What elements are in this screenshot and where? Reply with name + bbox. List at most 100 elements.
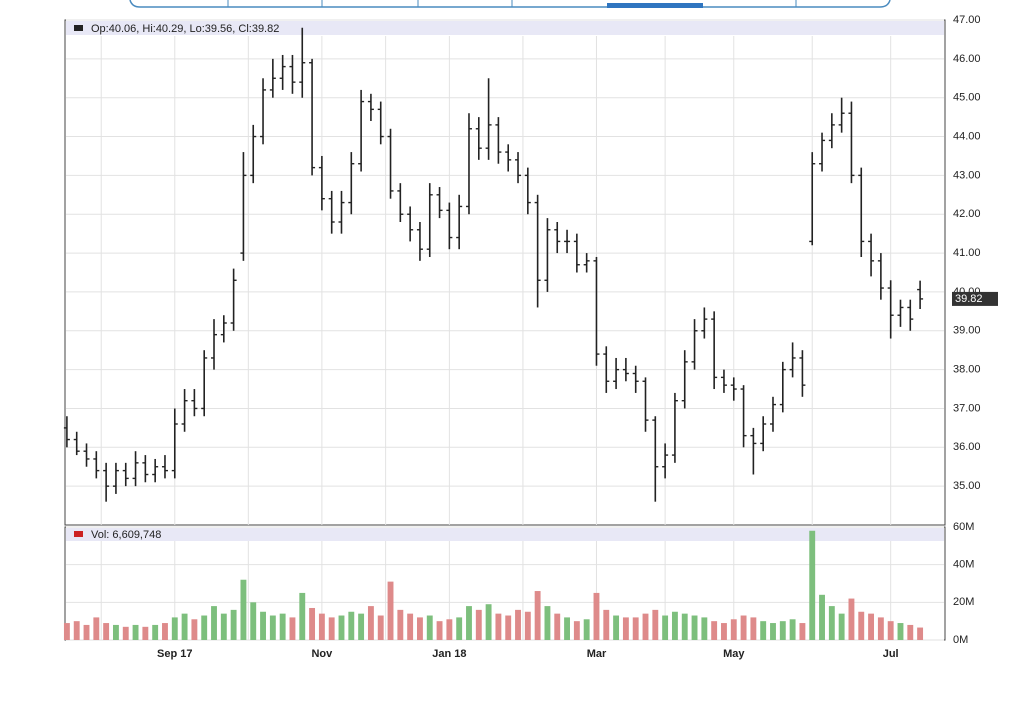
volume-bar xyxy=(407,613,414,640)
volume-bar xyxy=(887,621,894,640)
volume-bar xyxy=(603,609,610,640)
volume-bar xyxy=(583,619,590,640)
volume-bar xyxy=(721,623,727,640)
active-tab[interactable] xyxy=(607,3,703,8)
y-tick-label: 36.00 xyxy=(953,441,981,453)
volume-bar xyxy=(524,611,531,640)
volume-bar xyxy=(367,606,374,640)
tab-dividers xyxy=(227,0,797,7)
volume-bar xyxy=(103,623,110,640)
legend-swatch xyxy=(74,531,83,537)
y-tick-label: 20M xyxy=(953,596,974,608)
legend-swatch xyxy=(74,25,83,31)
volume-bar xyxy=(152,624,159,640)
volume-bar xyxy=(132,624,139,640)
y-tick-label: 41.00 xyxy=(953,247,981,259)
volume-bar xyxy=(760,621,767,640)
volume-bar xyxy=(220,613,227,640)
volume-bar xyxy=(162,623,168,640)
y-tick-label: 40M xyxy=(953,559,974,571)
volume-bar xyxy=(779,621,786,640)
volume-bar xyxy=(671,611,678,640)
volume-bar xyxy=(240,579,247,640)
x-tick-label: Mar xyxy=(587,648,607,660)
volume-bar xyxy=(63,623,70,640)
volume-bar xyxy=(181,613,188,640)
volume-bar xyxy=(642,613,649,640)
price-panel xyxy=(64,19,946,526)
volume-bar xyxy=(466,606,472,640)
volume-bar xyxy=(564,617,570,640)
volume-bar xyxy=(475,609,482,640)
volume-bar xyxy=(436,621,443,640)
volume-legend: Vol: 6,609,748 xyxy=(91,529,161,541)
price-legend-band xyxy=(66,21,944,35)
volume-bar xyxy=(279,613,286,640)
volume-bar xyxy=(534,591,541,640)
volume-bar xyxy=(377,615,384,640)
volume-bar xyxy=(387,581,394,640)
volume-bar xyxy=(917,627,924,640)
volume-bar xyxy=(701,617,708,640)
volume-bar xyxy=(799,623,806,640)
volume-bar xyxy=(877,617,884,640)
volume-bar xyxy=(485,604,492,640)
y-tick-label: 43.00 xyxy=(953,169,981,181)
volume-bar xyxy=(446,619,453,640)
volume-bar xyxy=(750,617,757,640)
volume-bar xyxy=(554,613,561,640)
price-legend: Op:40.06, Hi:40.29, Lo:39.56, Cl:39.82 xyxy=(91,23,279,35)
volume-bar xyxy=(426,615,433,640)
x-tick-label: Sep 17 xyxy=(157,648,192,660)
y-tick-label: 37.00 xyxy=(953,402,981,414)
volume-bar xyxy=(662,615,669,640)
volume-bar xyxy=(809,530,816,640)
volume-bar xyxy=(593,592,600,640)
volume-bar xyxy=(299,592,306,640)
volume-bar xyxy=(505,615,512,640)
x-tick-label: May xyxy=(723,648,745,660)
volume-bar xyxy=(211,606,217,640)
marks xyxy=(63,27,924,640)
volume-bar xyxy=(230,609,237,640)
volume-bar xyxy=(269,615,276,640)
volume-bar xyxy=(260,611,266,640)
volume-bar xyxy=(691,615,698,640)
volume-bar xyxy=(622,617,629,640)
y-tick-label: 47.00 xyxy=(953,14,981,26)
volume-bar xyxy=(495,613,502,640)
volume-bar xyxy=(544,606,551,640)
y-tick-label: 45.00 xyxy=(953,92,981,104)
volume-bar xyxy=(868,613,875,640)
volume-bar xyxy=(328,617,335,640)
volume-bar xyxy=(515,609,521,640)
volume-bar xyxy=(289,617,296,640)
volume-bar xyxy=(338,615,345,640)
x-tick-label: Jul xyxy=(883,648,899,660)
volume-bar xyxy=(711,621,718,640)
volume-bar xyxy=(93,617,100,640)
volume-bar xyxy=(309,607,316,640)
y-tick-label: 60M xyxy=(953,521,974,533)
volume-bar xyxy=(632,617,639,640)
volume-bar xyxy=(789,619,796,640)
volume-bar xyxy=(83,624,90,640)
y-tick-label: 44.00 xyxy=(953,130,981,142)
volume-bar xyxy=(348,611,355,640)
volume-bar xyxy=(417,617,423,640)
volume-bar xyxy=(770,623,776,640)
volume-bar xyxy=(73,621,80,640)
x-tick-label: Nov xyxy=(311,648,333,660)
volume-bar xyxy=(858,611,865,640)
volume-bar xyxy=(201,615,208,640)
volume-bar xyxy=(828,606,835,640)
last-price-box xyxy=(952,291,998,306)
volume-bar xyxy=(730,619,737,640)
volume-bar xyxy=(848,598,855,640)
volume-legend-band xyxy=(66,528,944,541)
volume-bar xyxy=(907,624,914,640)
volume-bar xyxy=(191,619,198,640)
y-tick-label: 38.00 xyxy=(953,364,981,376)
y-tick-label: 46.00 xyxy=(953,53,981,65)
